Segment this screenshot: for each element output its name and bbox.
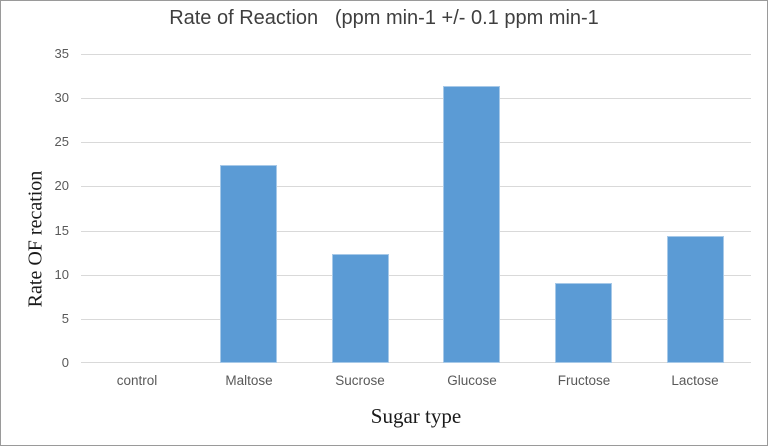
bar-lactose [667, 236, 724, 363]
x-tick-label: Fructose [557, 373, 611, 388]
gridline [81, 54, 751, 55]
y-tick-label: 10 [54, 267, 69, 282]
bar-fructose [555, 283, 612, 363]
y-tick-label: 30 [54, 90, 69, 105]
bar-glucose [443, 86, 500, 363]
gridline [81, 275, 751, 276]
y-tick-label: 25 [54, 134, 69, 149]
gridline [81, 231, 751, 232]
y-tick-label: 35 [54, 46, 69, 61]
x-tick-label: control [116, 373, 158, 388]
gridline [81, 319, 751, 320]
bar-sucrose [332, 254, 389, 363]
y-tick-label: 15 [54, 223, 69, 238]
x-axis-title: Sugar type [370, 404, 462, 428]
x-tick-label: Glucose [447, 373, 497, 388]
plot-area [81, 54, 751, 363]
y-tick-label: 0 [61, 355, 69, 370]
gridline [81, 186, 751, 187]
x-tick-label: Sucrose [335, 373, 385, 388]
y-tick-label: 5 [61, 311, 69, 326]
y-tick-label: 20 [54, 178, 69, 193]
gridline [81, 98, 751, 99]
gridline [81, 362, 751, 363]
x-tick-label: Maltose [225, 373, 273, 388]
chart-title: Rate of Reaction (ppm min-1 +/- 0.1 ppm … [169, 7, 599, 29]
x-tick-label: Lactose [671, 373, 719, 388]
gridline [81, 142, 751, 143]
bar-maltose [220, 165, 277, 363]
